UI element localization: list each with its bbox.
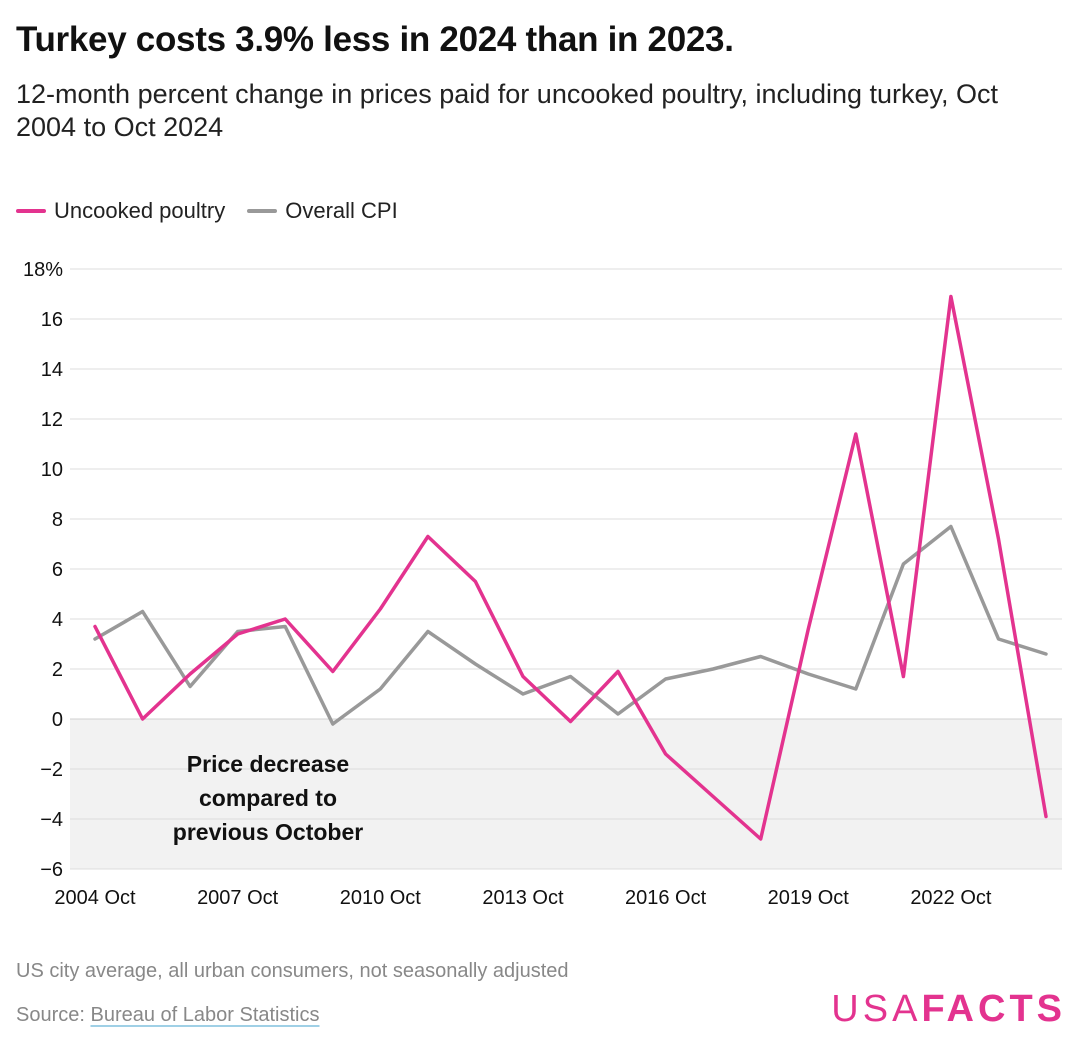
x-tick-label: 2004 Oct: [54, 887, 136, 909]
legend-label-uncooked-poultry: Uncooked poultry: [54, 198, 226, 223]
y-tick-label: 10: [41, 459, 63, 481]
y-tick-label: 14: [41, 359, 63, 381]
legend: Uncooked poultry Overall CPI: [16, 198, 420, 224]
y-tick-label: 8: [52, 509, 63, 531]
logo-usa: USA: [831, 988, 922, 1030]
y-tick-label: 2: [52, 659, 63, 681]
source-prefix: Source:: [16, 1004, 91, 1026]
negative-region-shade: [70, 719, 1062, 869]
x-tick-label: 2019 Oct: [768, 887, 850, 909]
x-tick-label: 2010 Oct: [340, 887, 422, 909]
negative-region-annotation: Price decrease: [187, 751, 349, 777]
series-line-overall-cpi: [93, 524, 1048, 726]
chart-note: US city average, all urban consumers, no…: [16, 960, 569, 982]
legend-swatch-uncooked-poultry: [16, 209, 46, 213]
x-tick-label: 2022 Oct: [910, 887, 992, 909]
y-tick-label: −4: [40, 809, 63, 831]
x-tick-label: 2016 Oct: [625, 887, 707, 909]
series-line-uncooked-poultry: [93, 294, 1048, 841]
logo-facts: FACTS: [921, 988, 1066, 1030]
line-chart: 18% 16 14 12 10 8 6 4 2 0 −2 −4 −6 2004 Oct 2007 Oct 2…: [23, 259, 1062, 909]
y-tick-label: −6: [40, 859, 63, 881]
legend-item-uncooked-poultry: Uncooked poultry: [16, 198, 225, 224]
x-tick-label: 2007 Oct: [197, 887, 279, 909]
y-tick-label: −2: [40, 759, 63, 781]
negative-region-annotation: compared to: [199, 785, 337, 811]
chart-subtitle: 12-month percent change in prices paid f…: [16, 79, 999, 142]
legend-swatch-overall-cpi: [247, 209, 278, 213]
y-tick-label: 6: [52, 559, 63, 581]
y-tick-label: 0: [52, 709, 63, 731]
chart-title: Turkey costs 3.9% less in 2024 than in 2…: [16, 20, 734, 59]
legend-label-overall-cpi: Overall CPI: [285, 198, 398, 223]
y-tick-label: 16: [41, 309, 63, 331]
y-tick-label: 4: [52, 609, 63, 631]
negative-region-annotation: previous October: [173, 819, 363, 845]
x-tick-label: 2013 Oct: [482, 887, 564, 909]
source-link[interactable]: Bureau of Labor Statistics: [90, 1004, 320, 1026]
source-line: Source: Bureau of Labor Statistics: [16, 1004, 320, 1027]
usafacts-logo: USAFACTS: [831, 988, 1066, 1031]
y-tick-label: 12: [41, 409, 63, 431]
y-tick-label: 18%: [23, 259, 63, 281]
legend-item-overall-cpi: Overall CPI: [247, 198, 398, 224]
